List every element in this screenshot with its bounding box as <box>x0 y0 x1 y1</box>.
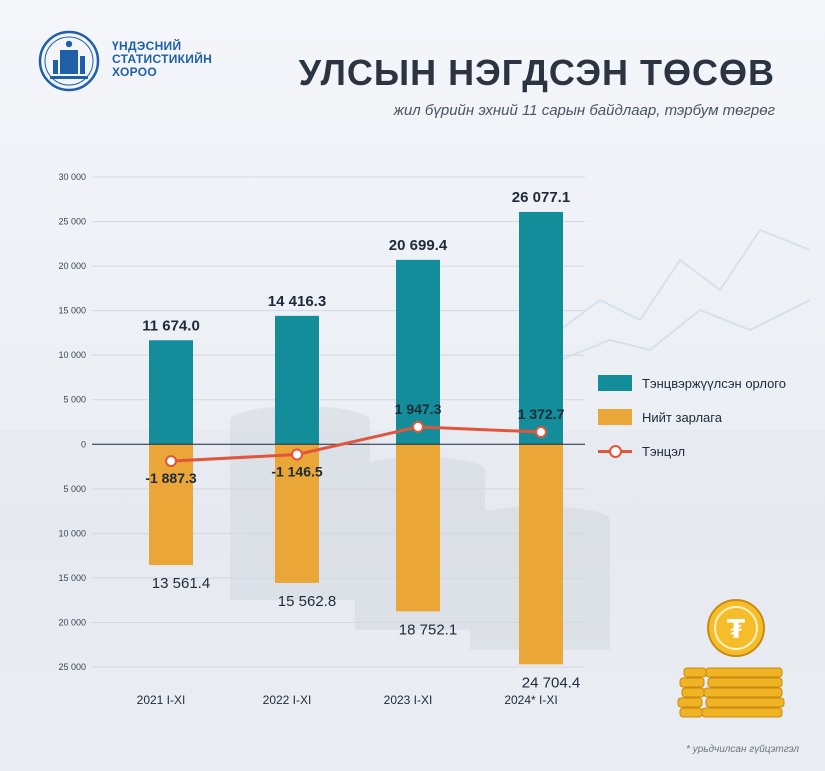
org-name-line-2: СТАТИСТИКИЙН <box>112 52 213 66</box>
bar-revenue <box>519 211 563 445</box>
chart-title: УЛСЫН НЭГДСЭН ТӨСӨВ <box>298 52 775 93</box>
legend-item-balance: Тэнцэл <box>598 440 818 462</box>
y-tick-label: 15 000 <box>58 573 86 583</box>
balance-point <box>412 420 424 433</box>
bar-revenue <box>396 259 440 445</box>
x-category-label: 2022 I-XI <box>263 693 312 707</box>
balance-data-label: 1 947.3 <box>395 401 442 417</box>
organization-name: ҮНДЭСНИЙ СТАТИСТИКИЙН ХОРОО <box>112 40 232 79</box>
balance-point <box>535 426 547 439</box>
y-tick-label: 10 000 <box>58 350 86 360</box>
revenue-data-label: 26 077.1 <box>512 189 570 206</box>
balance-data-label: 1 372.7 <box>518 406 565 422</box>
balance-line <box>170 425 542 463</box>
legend-item-expenditure: Нийт зарлага <box>598 406 818 428</box>
chart-subtitle: жил бүрийн эхний 11 сарын байдлаар, тэрб… <box>393 102 775 119</box>
org-name-line-3: ХОРОО <box>112 65 158 79</box>
balance-point <box>291 448 303 461</box>
bar-expenditure <box>519 444 563 665</box>
y-tick-label: 10 000 <box>58 528 86 538</box>
y-tick-label: 20 000 <box>58 261 86 271</box>
legend-swatch-revenue <box>598 375 632 391</box>
y-tick-label: 25 000 <box>58 662 86 672</box>
legend-label-balance: Тэнцэл <box>642 443 686 459</box>
legend-label-expenditure: Нийт зарлага <box>642 409 722 425</box>
expenditure-data-label: 15 562.8 <box>278 593 336 610</box>
y-tick-label: 5 000 <box>63 395 86 405</box>
expenditure-data-label: 13 561.4 <box>152 575 210 592</box>
nso-logo-icon <box>38 30 100 92</box>
expenditure-data-label: 18 752.1 <box>399 621 457 638</box>
balance-data-label: -1 146.5 <box>271 463 323 479</box>
svg-text:₮: ₮ <box>727 615 745 645</box>
y-tick-label: 15 000 <box>58 306 86 316</box>
revenue-data-label: 20 699.4 <box>389 237 448 254</box>
expenditure-data-label: 24 704.4 <box>522 674 580 691</box>
legend-item-revenue: Тэнцвэржүүлсэн орлого <box>598 372 818 394</box>
balance-data-label: -1 887.3 <box>145 470 197 486</box>
footnote: * урьдчилсан гүйцэтгэл <box>686 744 799 755</box>
bar-expenditure <box>275 444 319 583</box>
chart-legend: Тэнцвэржүүлсэн орлого Нийт зарлага Тэнцэ… <box>598 372 818 474</box>
y-tick-label: 30 000 <box>58 172 86 182</box>
y-tick-label: 25 000 <box>58 217 86 227</box>
x-category-label: 2021 I-XI <box>137 693 186 707</box>
y-tick-label: 5 000 <box>63 484 86 494</box>
coin-stack-icon: ₮ <box>677 599 785 718</box>
legend-swatch-expenditure <box>598 409 632 425</box>
revenue-data-label: 11 674.0 <box>142 317 200 334</box>
org-name-line-1: ҮНДЭСНИЙ <box>112 39 182 53</box>
legend-label-revenue: Тэнцвэржүүлсэн орлого <box>642 375 786 391</box>
balance-point <box>165 455 177 468</box>
legend-line-balance <box>598 443 632 459</box>
x-category-label: 2024* I-XI <box>504 693 557 707</box>
bar-revenue <box>275 315 319 445</box>
revenue-data-label: 14 416.3 <box>268 293 326 310</box>
x-category-label: 2023 I-XI <box>384 693 433 707</box>
y-tick-label: 0 <box>81 439 86 449</box>
bar-revenue <box>149 340 193 445</box>
bar-expenditure <box>396 444 440 612</box>
y-tick-label: 20 000 <box>58 617 86 627</box>
